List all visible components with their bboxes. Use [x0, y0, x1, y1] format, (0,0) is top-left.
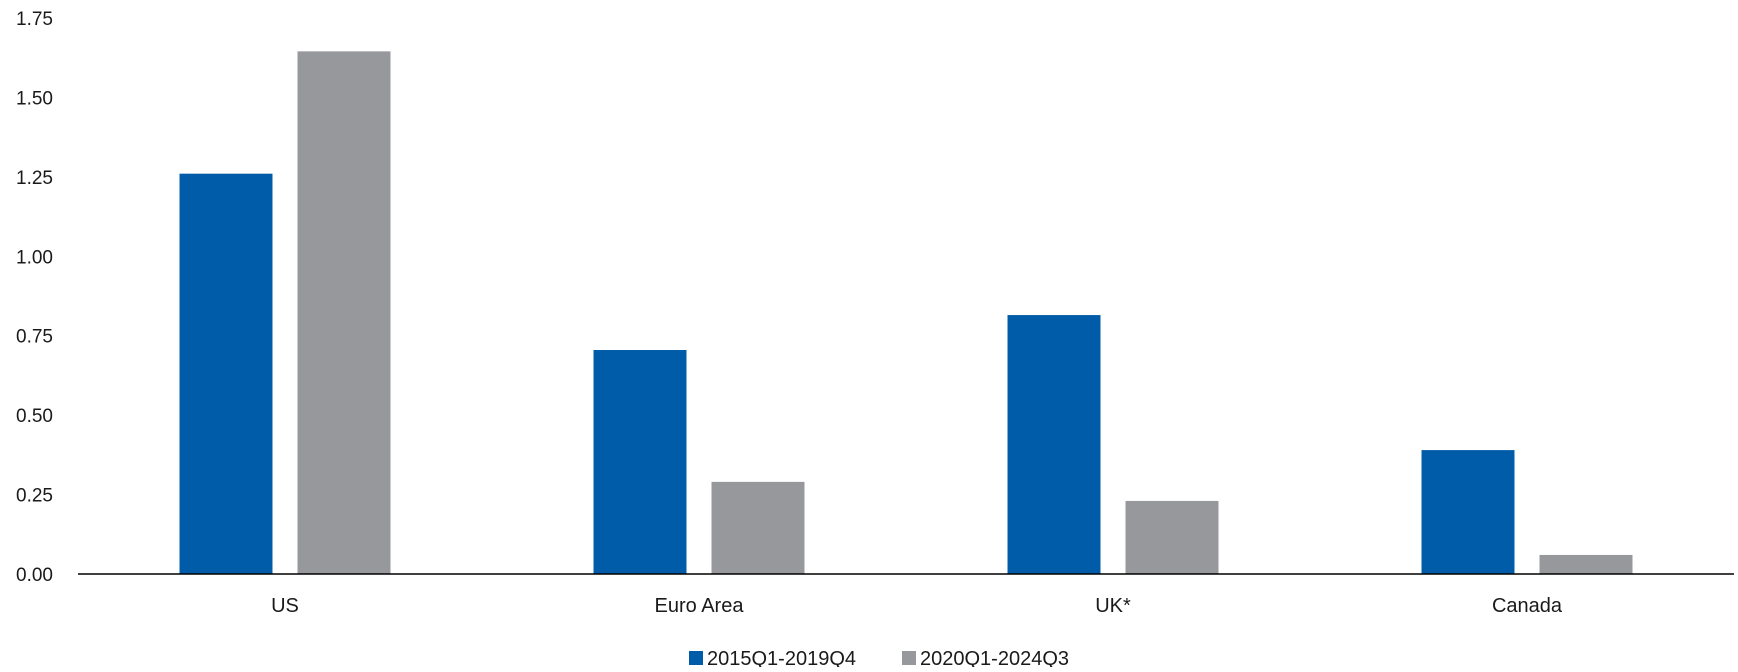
bar-series-1-euro-area	[593, 350, 687, 574]
x-category-label: UK*	[1095, 595, 1131, 617]
y-tick-label: 1.50	[16, 88, 53, 109]
bar-series-2-us	[297, 51, 391, 575]
x-category-label: Canada	[1492, 595, 1563, 617]
y-tick-label: 1.00	[16, 247, 53, 268]
x-axis: US Euro Area UK* Canada	[271, 595, 1563, 617]
bar-series-1-us	[179, 173, 273, 574]
y-tick-label: 0.50	[16, 406, 53, 427]
bar-series-1-uk	[1007, 315, 1101, 574]
y-tick-label: 0.25	[16, 486, 53, 507]
legend-label: 2015Q1-2019Q4	[707, 648, 856, 667]
legend-swatch	[689, 651, 703, 665]
x-category-label: Euro Area	[655, 595, 745, 617]
y-tick-label: 1.75	[16, 9, 53, 30]
y-tick-label: 0.00	[16, 565, 53, 586]
bar-series-2-canada	[1539, 554, 1633, 574]
legend-swatch	[902, 651, 916, 665]
bars	[179, 51, 1633, 575]
x-category-label: US	[271, 595, 299, 617]
y-tick-label: 1.25	[16, 168, 53, 189]
y-axis: 0.00 0.25 0.50 0.75 1.00 1.25 1.50 1.75	[16, 9, 53, 586]
legend: 2015Q1-2019Q4 2020Q1-2024Q3	[689, 648, 1069, 670]
bar-series-2-euro-area	[711, 481, 805, 574]
y-tick-label: 0.75	[16, 327, 53, 348]
legend-label: 2020Q1-2024Q3	[920, 648, 1069, 667]
bar-series-2-uk	[1125, 500, 1219, 574]
bar-series-1-canada	[1421, 450, 1515, 574]
